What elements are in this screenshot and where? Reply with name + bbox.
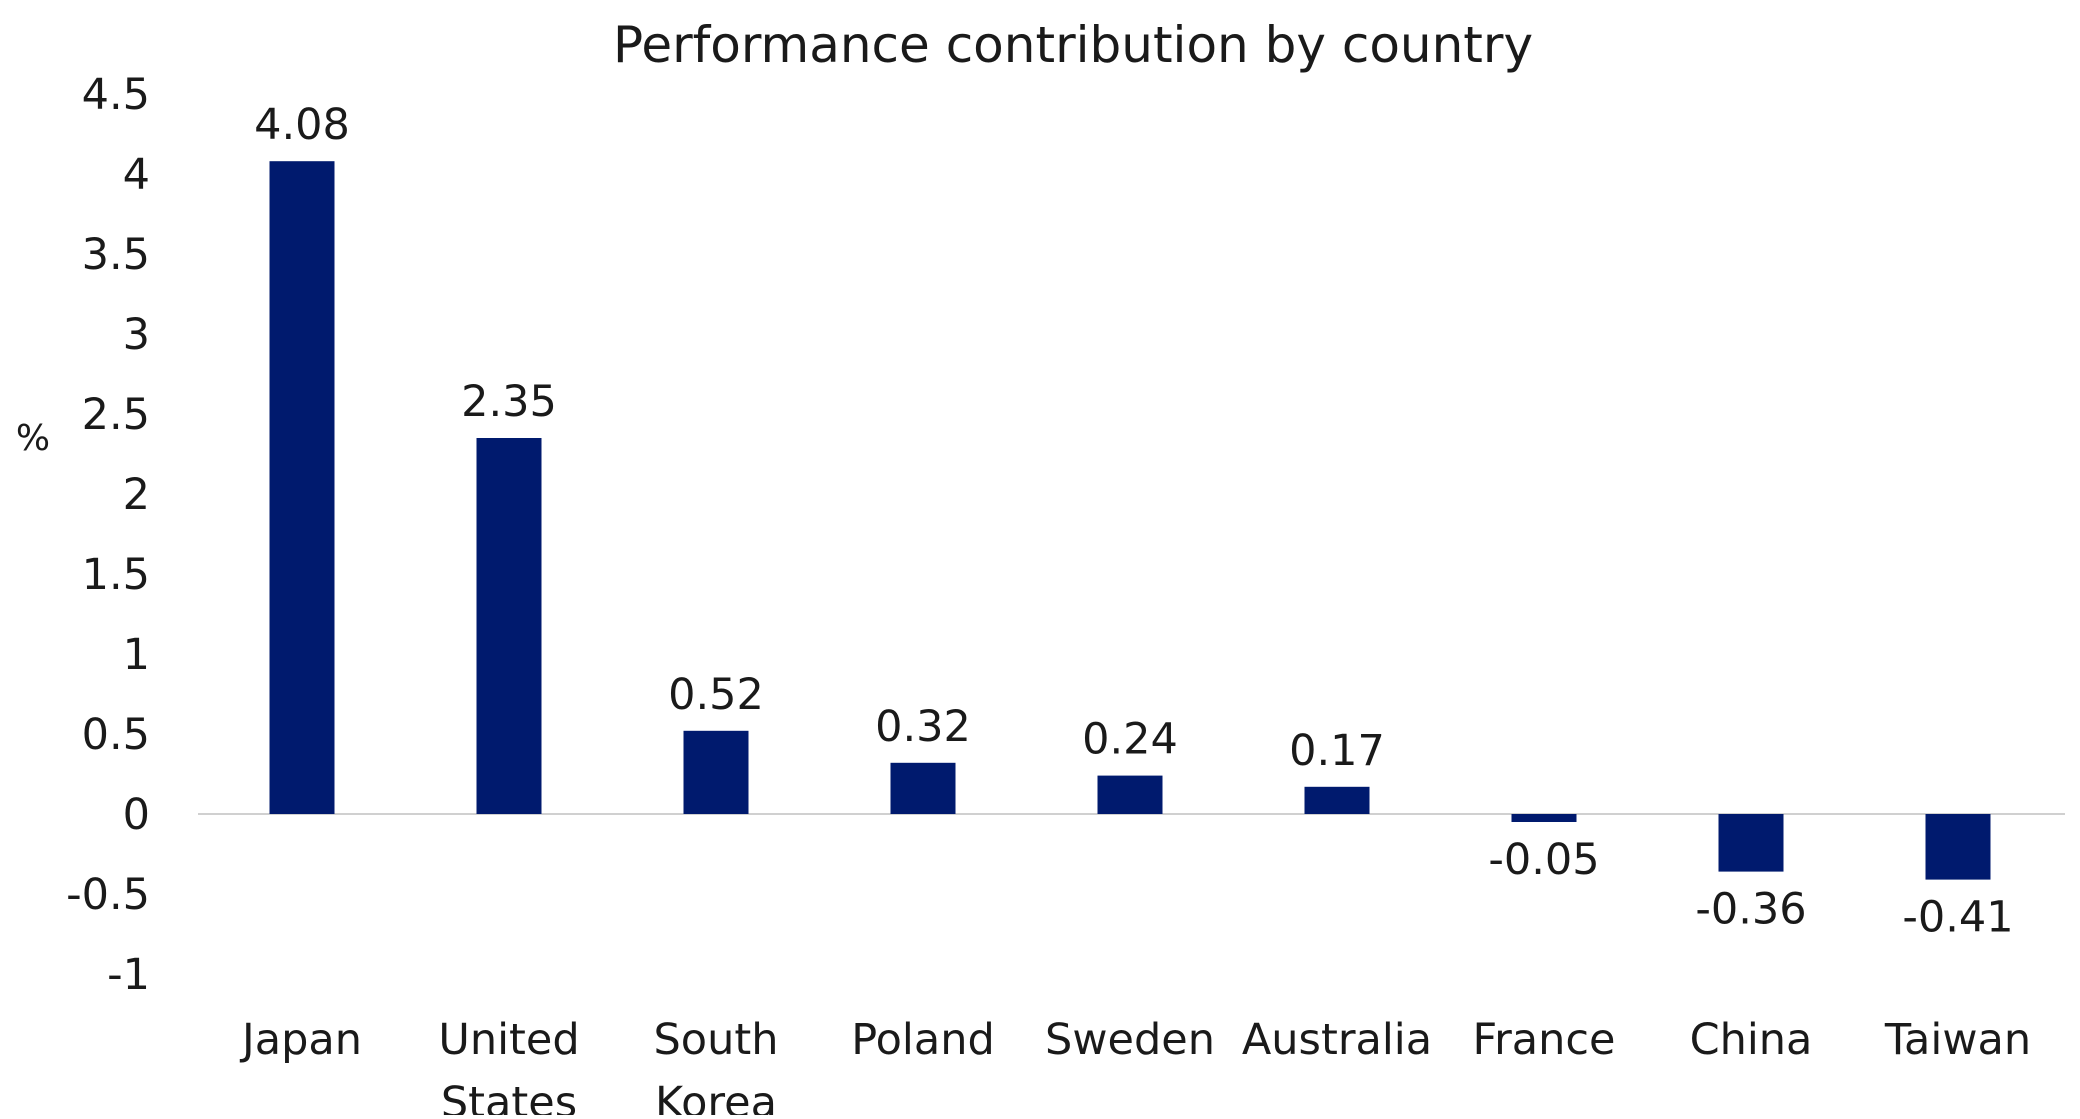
x-category-line: Australia [1242,1015,1432,1065]
y-tick-label: -0.5 [66,870,150,920]
x-category-line: Taiwan [1884,1015,2031,1065]
x-category-label: United States [438,1015,579,1115]
x-category-label: France [1473,1015,1616,1065]
x-category-line: United [438,1015,579,1065]
bar-poland [890,762,956,814]
bar-united-states [476,438,542,814]
data-label: 0.32 [875,702,971,752]
bar-china [1718,814,1784,872]
y-axis-ticks: -1 -0.5 0 0.5 1 1.5 2 2.5 3 3.5 4 4.5 [66,70,150,1000]
bar-france [1511,814,1577,822]
y-tick-label: 2.5 [82,390,150,440]
bar-australia [1304,786,1370,814]
y-tick-label: 4 [123,150,150,200]
data-labels-group: 4.08 2.35 0.52 0.32 0.24 0.17 -0.05 -0.36 -0.41 [254,100,2014,942]
x-category-line: Sweden [1045,1015,1215,1065]
x-category-label: Japan [239,1015,362,1065]
y-tick-label: 1.5 [82,550,150,600]
data-label: -0.05 [1488,835,1599,885]
data-label: 0.52 [668,670,764,720]
y-tick-label: 3 [123,310,150,360]
data-label: 4.08 [254,100,350,150]
x-category-label: China [1690,1015,1813,1065]
x-category-label: Sweden [1045,1015,1215,1065]
data-label: -0.41 [1902,893,2013,943]
y-tick-label: 2 [123,470,150,520]
y-axis-label: % [16,418,50,459]
x-category-label: Poland [851,1015,995,1065]
x-category-line: Poland [851,1015,995,1065]
y-tick-label: -1 [107,950,150,1000]
x-category-line: South [654,1015,779,1065]
x-category-line: France [1473,1015,1616,1065]
x-category-label: South Korea [654,1015,779,1115]
chart-title: Performance contribution by country [613,16,1533,74]
bar-south-korea [683,730,749,814]
bar-taiwan [1925,814,1991,880]
x-category-label: Australia [1242,1015,1432,1065]
data-label: 2.35 [461,377,557,427]
x-category-line: Japan [239,1015,362,1065]
bar-japan [269,161,335,814]
bar-sweden [1097,775,1163,814]
data-label: 0.24 [1082,715,1178,765]
data-label: 0.17 [1289,726,1385,776]
y-tick-label: 3.5 [82,230,150,280]
bars-group [269,161,1991,880]
data-label: -0.36 [1695,885,1806,935]
x-category-label: Taiwan [1884,1015,2031,1065]
x-category-line: China [1690,1015,1813,1065]
x-axis-categories: Japan United States South Korea Poland Sweden A… [239,1015,2031,1119]
x-category-line: States [441,1078,577,1115]
y-tick-label: 4.5 [82,70,150,120]
x-category-line: Korea [655,1078,777,1115]
y-tick-label: 0 [123,790,150,840]
y-tick-label: 0.5 [82,710,150,760]
y-tick-label: 1 [123,630,150,680]
